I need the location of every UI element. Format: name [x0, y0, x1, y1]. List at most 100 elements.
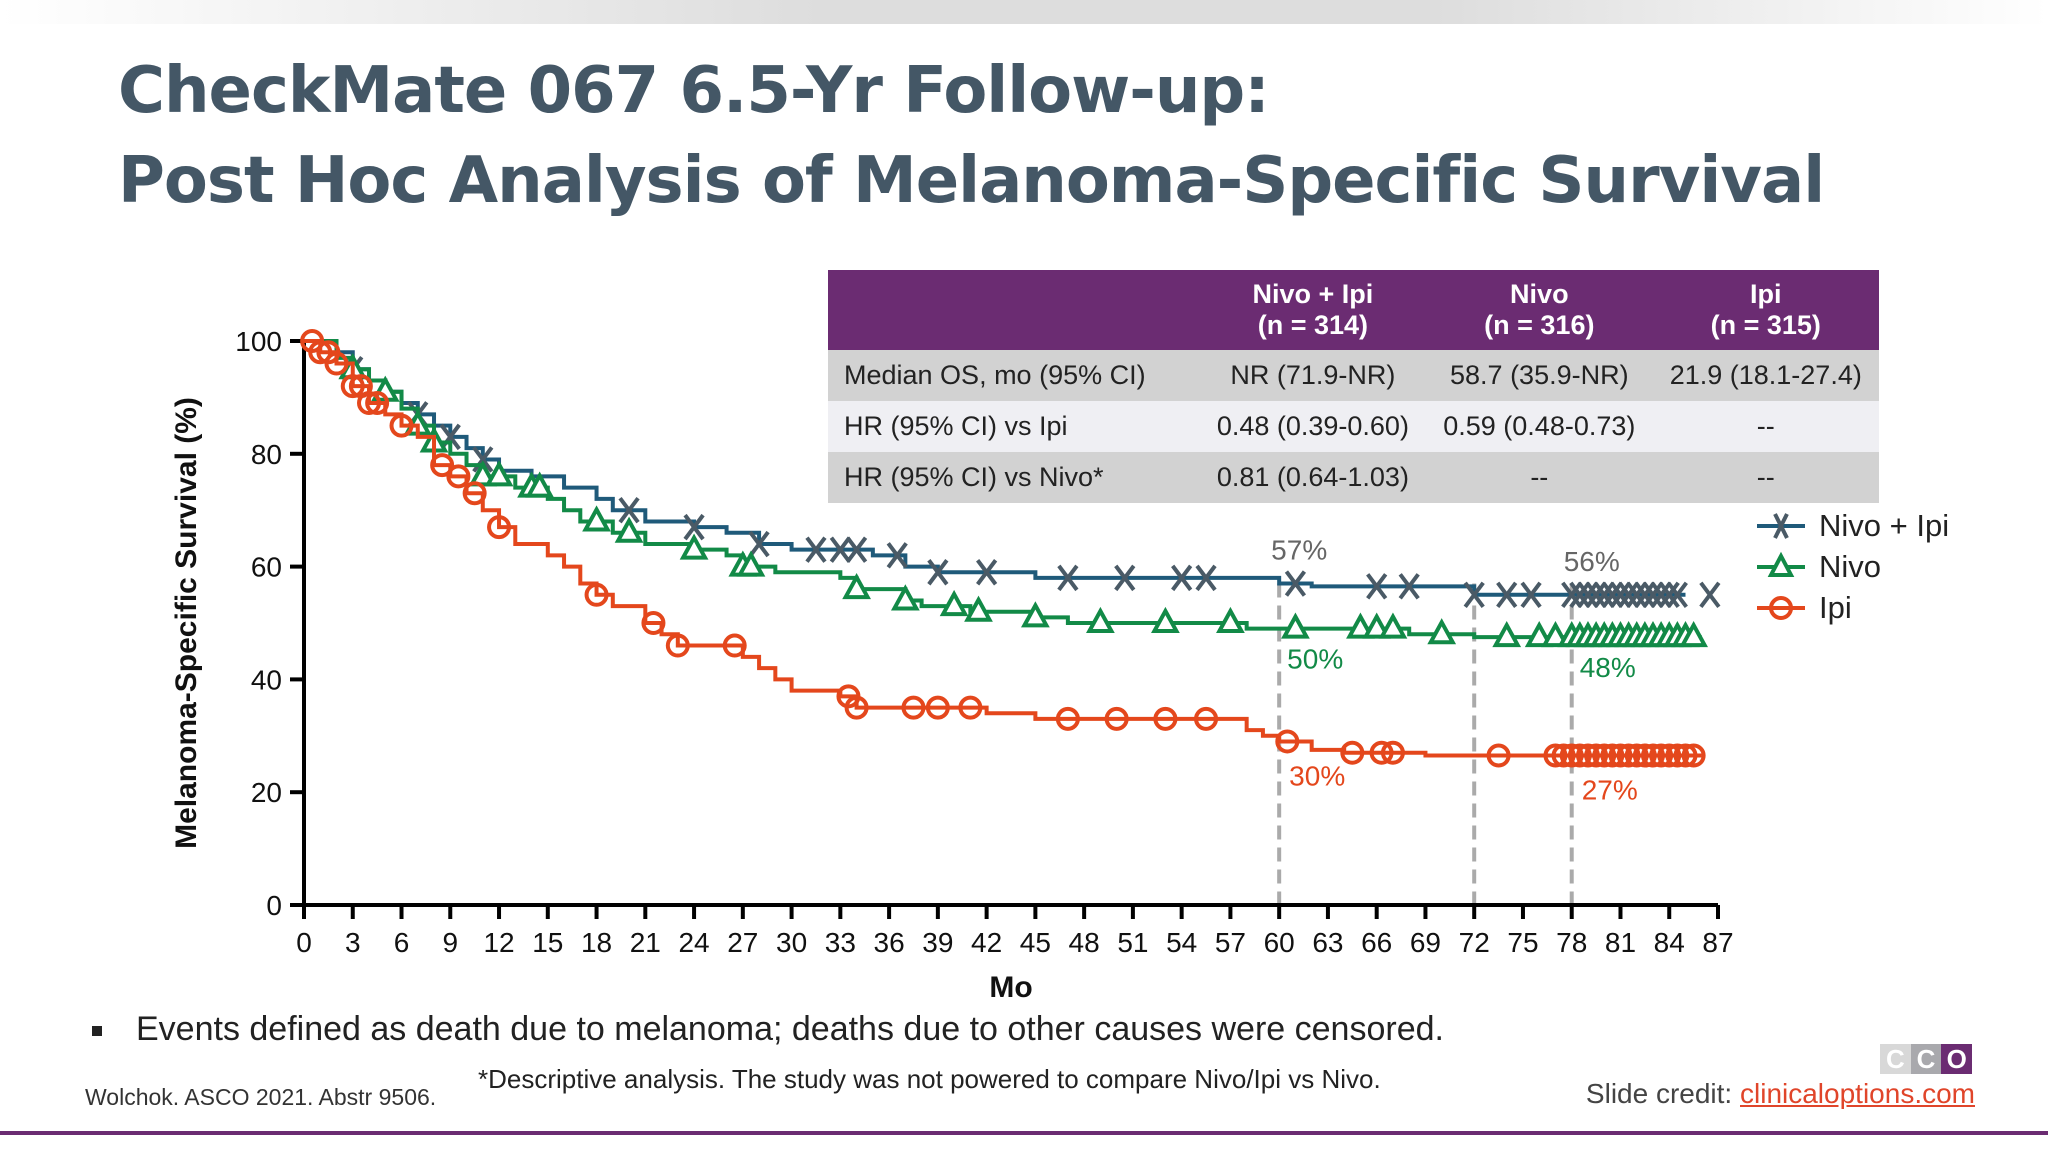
table-cell: 0.81 (0.64-1.03): [1199, 452, 1427, 503]
censor-mark: [1486, 743, 1511, 768]
censor-mark: [683, 513, 705, 541]
title-line-2: Post Hoc Analysis of Melanoma-Specific S…: [118, 144, 1825, 218]
credit-link[interactable]: clinicaloptions.com: [1740, 1078, 1975, 1109]
censor-mark: [582, 505, 611, 532]
censor-mark: [842, 573, 871, 600]
censor-mark: [462, 481, 487, 506]
censor-mark: [1626, 581, 1648, 608]
censor-mark: [487, 515, 512, 540]
censor-mark: [1634, 581, 1656, 608]
slide-credit: Slide credit: clinicaloptions.com: [1585, 1078, 1975, 1109]
footnote: *Descriptive analysis. The study was not…: [478, 1064, 1381, 1094]
x-tick-label: 57: [1215, 927, 1246, 958]
censor-mark: [1616, 743, 1641, 768]
x-tick-label: 69: [1410, 927, 1441, 958]
bullet-icon: [92, 1026, 102, 1037]
x-tick-label: 30: [776, 927, 807, 958]
header-empty: [828, 270, 1200, 350]
censor-mark: [1561, 581, 1583, 608]
censor-mark: [901, 695, 926, 720]
x-tick-label: 15: [532, 927, 563, 958]
table-cell: 0.59 (0.48-0.73): [1426, 401, 1653, 452]
table-row: HR (95% CI) vs Nivo* 0.81 (0.64-1.03) -- --: [828, 452, 1879, 503]
bottom-divider: [0, 1131, 2048, 1135]
censor-mark: [1194, 706, 1219, 731]
x-tick-label: 6: [394, 927, 410, 958]
x-tick-label: 12: [483, 927, 514, 958]
legend-item: Nivo: [1757, 546, 1949, 587]
censor-mark: [430, 453, 455, 478]
x-tick-label: 24: [678, 927, 709, 958]
table-row: HR (95% CI) vs Ipi 0.48 (0.39-0.60) 0.59 (…: [828, 401, 1879, 452]
legend-triangle-icon: [1757, 551, 1805, 577]
censor-mark: [484, 460, 514, 487]
censor-mark: [805, 536, 827, 563]
censor-mark: [614, 516, 644, 543]
percent-label: 27%: [1582, 775, 1638, 806]
series-line-nivo: [304, 339, 1702, 640]
censor-mark: [1649, 743, 1674, 768]
percent-label: 57%: [1271, 535, 1327, 566]
table-cell: HR (95% CI) vs Nivo*: [828, 452, 1200, 503]
censor-mark: [976, 559, 998, 586]
percent-label: 30%: [1289, 760, 1345, 791]
censor-mark: [1640, 743, 1665, 768]
censor-mark: [1650, 581, 1672, 608]
censor-mark: [1681, 743, 1706, 768]
y-tick-label: 40: [251, 664, 282, 695]
censor-mark: [1114, 564, 1136, 592]
censor-mark: [1378, 612, 1408, 639]
censor-mark: [1362, 612, 1392, 639]
censor-mark: [1575, 743, 1600, 768]
y-axis-label: Melanoma-Specific Survival (%): [170, 397, 203, 849]
legend-label: Nivo + Ipi: [1819, 507, 1950, 543]
censor-mark: [958, 695, 983, 720]
censor-mark: [829, 536, 851, 563]
censor-mark: [1673, 743, 1698, 768]
censor-mark: [1593, 581, 1615, 608]
censor-mark: [736, 550, 766, 577]
page-title: CheckMate 067 6.5-Yr Follow-up: Post Hoc …: [118, 46, 1825, 226]
censor-mark: [927, 559, 949, 586]
y-tick-label: 20: [251, 777, 282, 808]
censor-mark: [844, 695, 869, 720]
censor-mark: [1699, 581, 1721, 608]
censor-mark: [1608, 743, 1633, 768]
table-cell: Median OS, mo (95% CI): [828, 350, 1200, 401]
x-tick-label: 18: [581, 927, 612, 958]
x-tick-label: 60: [1264, 927, 1295, 958]
x-tick-label: 63: [1312, 927, 1343, 958]
legend-item: Nivo + Ipi: [1757, 505, 1949, 546]
censor-mark: [1153, 706, 1178, 731]
x-tick-label: 39: [922, 927, 953, 958]
source-citation: Wolchok. ASCO 2021. Abstr 9506.: [85, 1084, 437, 1110]
table-cell: --: [1652, 401, 1879, 452]
censor-mark: [1569, 581, 1591, 608]
censor-mark: [1584, 743, 1609, 768]
censor-mark: [1281, 612, 1310, 639]
x-tick-label: 33: [825, 927, 856, 958]
censor-mark: [1195, 564, 1217, 592]
censor-mark: [939, 589, 969, 617]
table-cell: 21.9 (18.1-27.4): [1652, 350, 1879, 401]
censor-mark: [1104, 706, 1129, 731]
table-cell: 0.48 (0.39-0.60): [1199, 401, 1427, 452]
censor-mark: [886, 542, 908, 569]
bullet-note: Events defined as death due to melanoma;…: [92, 1010, 1444, 1049]
censor-mark: [1086, 606, 1115, 633]
censor-mark: [1524, 620, 1554, 648]
censor-mark: [308, 340, 333, 365]
x-tick-label: 78: [1556, 927, 1587, 958]
censor-mark: [1541, 620, 1570, 648]
table-row: Median OS, mo (95% CI) NR (71.9-NR) 58.7 (…: [828, 350, 1879, 401]
censor-mark: [1427, 618, 1457, 645]
x-tick-label: 87: [1702, 927, 1733, 958]
censor-mark: [365, 391, 390, 416]
censor-mark: [1369, 740, 1394, 765]
censor-mark: [439, 423, 461, 451]
x-tick-label: 54: [1166, 927, 1197, 958]
censor-mark: [665, 633, 690, 658]
title-line-1: CheckMate 067 6.5-Yr Follow-up:: [118, 54, 1270, 128]
censor-mark: [1463, 581, 1485, 608]
